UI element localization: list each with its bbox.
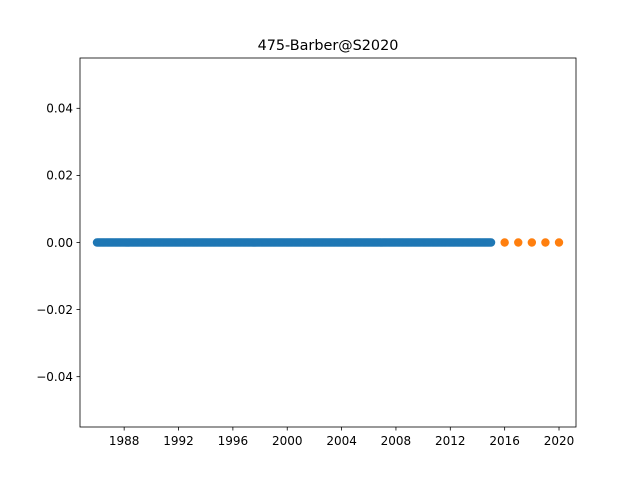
axes-layer: 1988 1992 1996 2000 2004 2008 2012 2016 2020 0.04… [36,102,574,448]
series-1-point [527,238,537,247]
x-tick-label: 1996 [218,434,249,448]
y-tick-label: 0.04 [46,102,73,116]
y-tick-label: −0.04 [36,370,73,384]
series-0-point [486,238,496,247]
series-1-point [554,238,564,247]
x-tick-label: 2008 [381,434,412,448]
marks-layer [92,238,564,247]
x-tick-label: 1992 [163,434,194,448]
plot-frame [79,57,577,428]
x-tick-label: 2020 [544,434,575,448]
y-tick-label: 0.00 [46,236,73,250]
x-tick-label: 2012 [435,434,466,448]
y-tick-label: 0.02 [46,169,73,183]
x-tick-label: 2016 [489,434,520,448]
x-tick-label: 2004 [326,434,357,448]
series-1-point [541,238,550,247]
x-tick-label: 2000 [272,434,303,448]
series-1-point [514,238,523,247]
x-tick-label: 1988 [109,434,140,448]
series-1-point [500,238,509,247]
y-tick-label: −0.02 [36,303,73,317]
chart-title: 475-Barber@S2020 [258,38,399,54]
